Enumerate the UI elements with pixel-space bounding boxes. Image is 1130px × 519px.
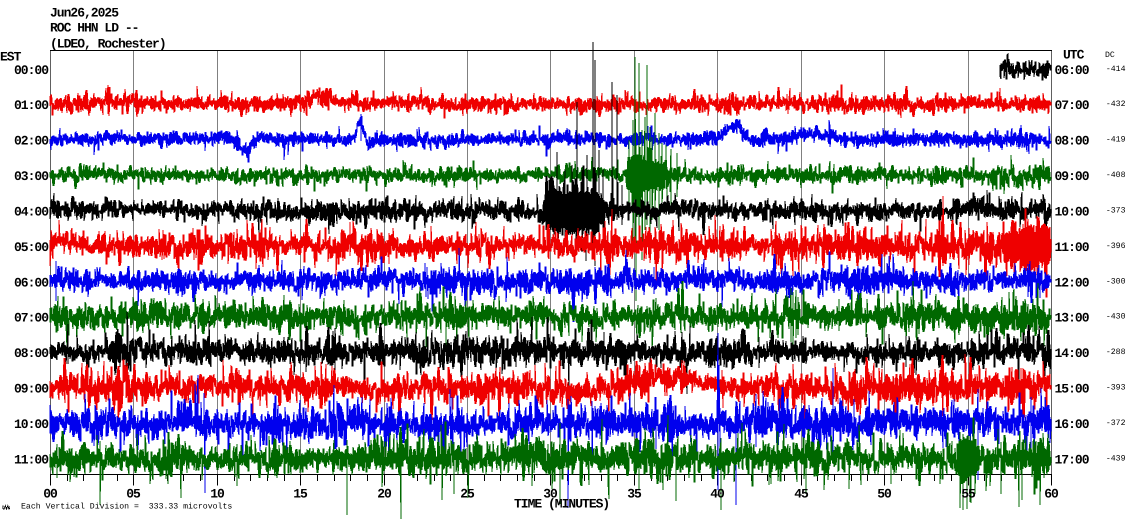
svg-text:13:00: 13:00 bbox=[1055, 311, 1090, 326]
svg-text:UTC: UTC bbox=[1063, 48, 1085, 63]
svg-text:11:00: 11:00 bbox=[14, 452, 49, 467]
svg-text:-408: -408 bbox=[1106, 171, 1126, 180]
svg-text:50: 50 bbox=[877, 487, 892, 502]
svg-text:(LDEO, Rochester): (LDEO, Rochester) bbox=[50, 37, 166, 52]
svg-text:17:00: 17:00 bbox=[1055, 452, 1090, 467]
svg-text:-393: -393 bbox=[1106, 384, 1126, 393]
svg-text:16:00: 16:00 bbox=[1055, 417, 1090, 432]
svg-text:10: 10 bbox=[210, 487, 225, 502]
svg-text:15: 15 bbox=[293, 487, 308, 502]
svg-text:TIME (MINUTES): TIME (MINUTES) bbox=[514, 497, 609, 512]
svg-text:08:00: 08:00 bbox=[1055, 134, 1090, 149]
svg-text:12:00: 12:00 bbox=[1055, 275, 1090, 290]
svg-text:60: 60 bbox=[1044, 487, 1059, 502]
svg-text:09:00: 09:00 bbox=[1055, 169, 1090, 184]
svg-text:EST: EST bbox=[0, 50, 22, 65]
svg-text:30: 30 bbox=[543, 487, 558, 502]
svg-text:40: 40 bbox=[710, 487, 725, 502]
svg-text:45: 45 bbox=[794, 487, 809, 502]
svg-text:02:00: 02:00 bbox=[14, 134, 49, 149]
svg-text:05: 05 bbox=[126, 487, 141, 502]
svg-text:-288: -288 bbox=[1106, 348, 1126, 357]
svg-text:-419: -419 bbox=[1106, 136, 1126, 145]
svg-text:35: 35 bbox=[627, 487, 642, 502]
svg-text:06:00: 06:00 bbox=[14, 275, 49, 290]
svg-text:07:00: 07:00 bbox=[1055, 98, 1090, 113]
svg-text:-300: -300 bbox=[1106, 277, 1126, 286]
svg-text:00: 00 bbox=[43, 487, 58, 502]
svg-text:14:00: 14:00 bbox=[1055, 346, 1090, 361]
svg-text:07:00: 07:00 bbox=[14, 311, 49, 326]
svg-text:-396: -396 bbox=[1106, 242, 1126, 251]
svg-text:55: 55 bbox=[961, 487, 976, 502]
svg-text:DC: DC bbox=[1105, 51, 1115, 60]
svg-text:-439: -439 bbox=[1106, 454, 1126, 463]
svg-text:Jun26,2025: Jun26,2025 bbox=[50, 6, 119, 21]
svg-text:-432: -432 bbox=[1106, 100, 1126, 109]
svg-text:09:00: 09:00 bbox=[14, 382, 49, 397]
svg-text:20: 20 bbox=[377, 487, 392, 502]
svg-text:-373: -373 bbox=[1106, 207, 1126, 216]
svg-text:06:00: 06:00 bbox=[1055, 63, 1090, 78]
svg-text:ROC HHN LD --: ROC HHN LD -- bbox=[50, 21, 138, 36]
svg-text:05:00: 05:00 bbox=[14, 240, 49, 255]
svg-text:15:00: 15:00 bbox=[1055, 382, 1090, 397]
svg-text:03:00: 03:00 bbox=[14, 169, 49, 184]
svg-text:10:00: 10:00 bbox=[1055, 205, 1090, 220]
svg-text:11:00: 11:00 bbox=[1055, 240, 1090, 255]
svg-text:00:00: 00:00 bbox=[14, 63, 49, 78]
svg-text:-414: -414 bbox=[1106, 65, 1126, 74]
svg-text:25: 25 bbox=[460, 487, 475, 502]
svg-text:04:00: 04:00 bbox=[14, 205, 49, 220]
svg-text:-430: -430 bbox=[1106, 313, 1126, 322]
svg-text:08:00: 08:00 bbox=[14, 346, 49, 361]
svg-text:01:00: 01:00 bbox=[14, 98, 49, 113]
svg-text:10:00: 10:00 bbox=[14, 417, 49, 432]
svg-text:-372: -372 bbox=[1106, 419, 1126, 428]
svg-text:Each Vertical Division = 333.: Each Vertical Division = 333.33 microvol… bbox=[21, 503, 232, 512]
